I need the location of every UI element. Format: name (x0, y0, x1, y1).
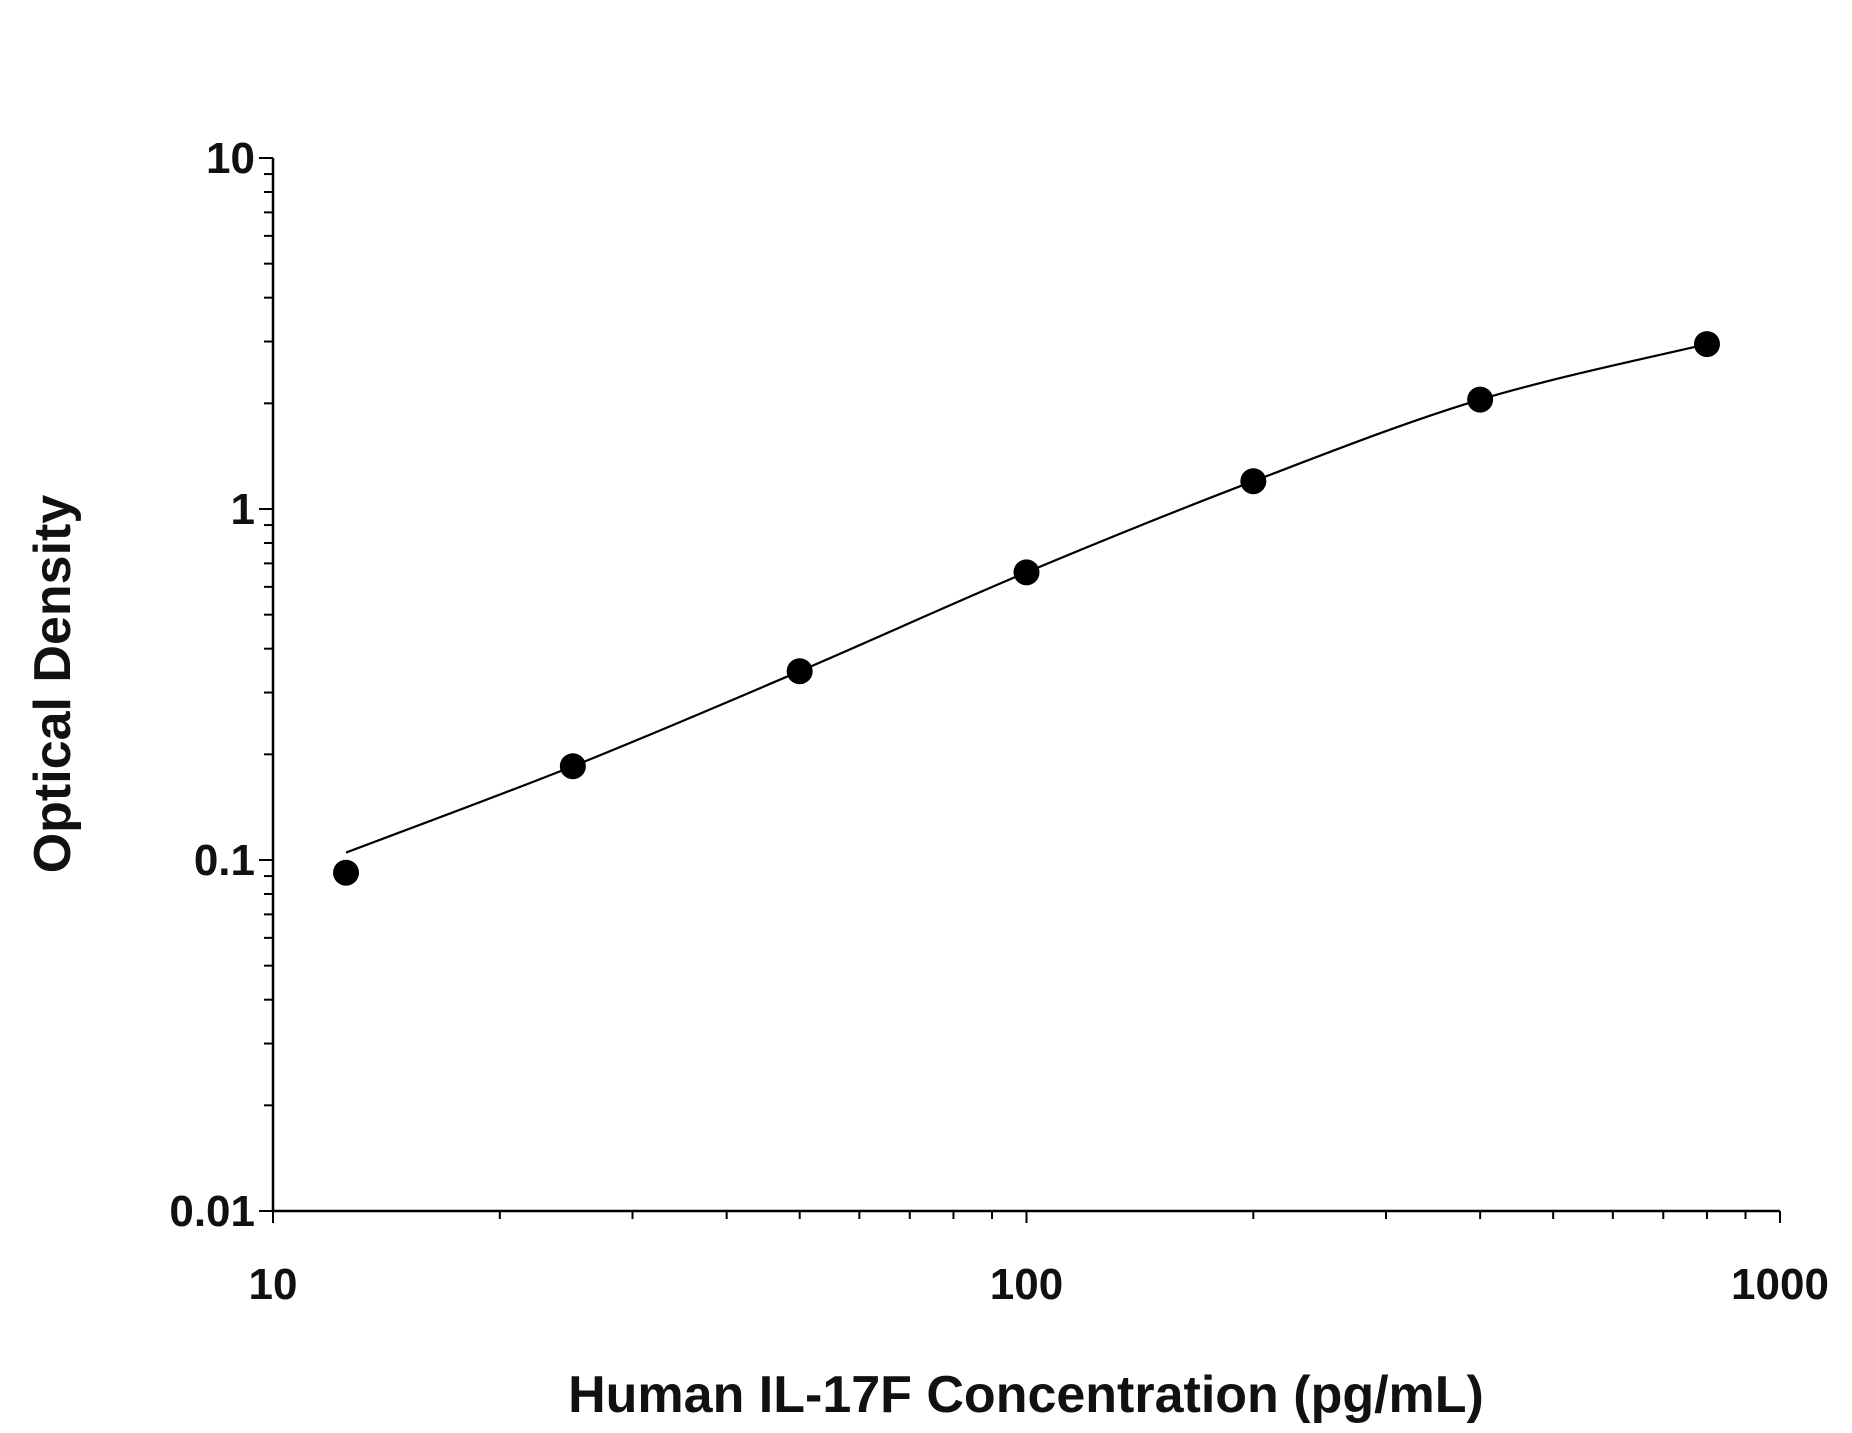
x-tick-labels: 10 100 1000 (249, 1260, 1829, 1309)
x-tick-label: 100 (990, 1260, 1063, 1309)
y-tick-label: 10 (206, 134, 255, 183)
x-axis-title: Human IL-17F Concentration (pg/mL) (568, 1366, 1484, 1424)
data-point (333, 859, 360, 886)
data-point (1693, 331, 1720, 358)
ticks (259, 157, 1781, 1223)
y-tick-label: 1 (231, 485, 255, 534)
y-axis-title: Optical Density (24, 495, 82, 874)
x-tick-label: 10 (249, 1260, 298, 1309)
fit-curve (345, 343, 1708, 854)
y-tick-label: 0.01 (169, 1187, 255, 1236)
y-tick-labels: 0.01 0.1 1 10 (169, 134, 255, 1236)
data-points (333, 331, 1720, 886)
y-tick-label: 0.1 (194, 836, 255, 885)
data-point (1467, 386, 1494, 413)
data-point (1013, 559, 1040, 586)
data-point (559, 753, 586, 780)
data-point (1240, 468, 1267, 495)
x-tick-label: 1000 (1731, 1260, 1829, 1309)
axes (271, 158, 1780, 1213)
data-point (786, 658, 813, 685)
